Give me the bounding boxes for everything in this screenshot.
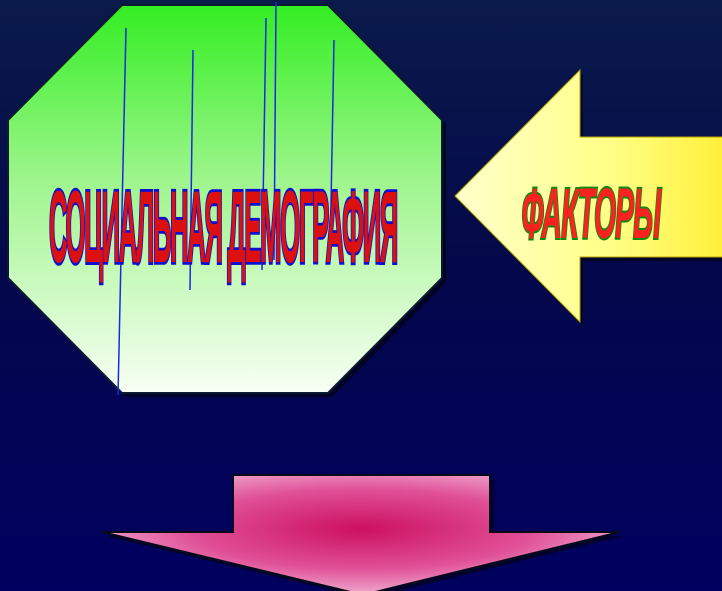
- streak-lines: [117, 1, 335, 396]
- left-arrow-shape: ФАКТОРЫ: [454, 68, 722, 326]
- factors-label: ФАКТОРЫ: [522, 175, 662, 254]
- octagon-shape: СОЦИАЛЬНАЯ ДЕМОГРАФИЯ: [7, 1, 446, 397]
- octagon-title: СОЦИАЛЬНАЯ ДЕМОГРАФИЯ: [49, 170, 397, 284]
- down-arrow-shape: [101, 474, 624, 591]
